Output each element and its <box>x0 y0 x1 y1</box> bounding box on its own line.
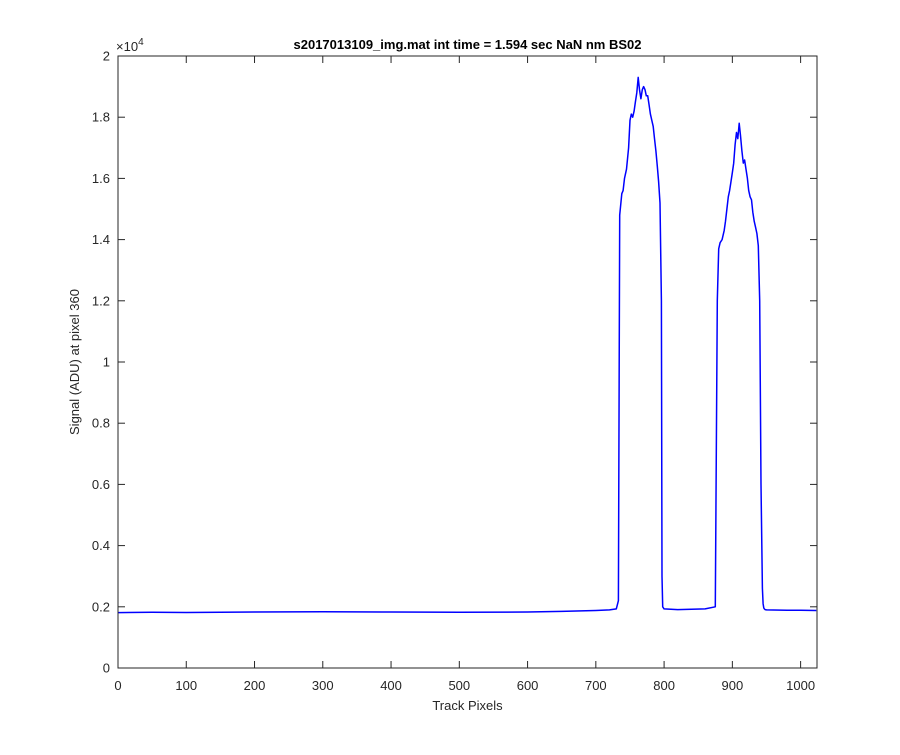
y-tick-label: 1 <box>103 355 110 370</box>
x-tick-label: 900 <box>722 678 744 693</box>
y-tick-label: 1.6 <box>92 171 110 186</box>
x-tick-label: 0 <box>114 678 121 693</box>
y-tick-label: 1.8 <box>92 110 110 125</box>
series-line-0 <box>117 76 817 614</box>
x-axis-label: Track Pixels <box>432 698 503 713</box>
y-tick-label: 0.8 <box>92 416 110 431</box>
x-tick-label: 500 <box>448 678 470 693</box>
y-exponent-label: ×104 <box>116 37 144 54</box>
chart-title: s2017013109_img.mat int time = 1.594 sec… <box>294 37 642 52</box>
x-tick-label: 700 <box>585 678 607 693</box>
ticks-layer: 0 100 200 300 400 500 600 700 800 900 1000 0 0.2 0.4 0… <box>92 49 817 693</box>
y-tick-label: 0 <box>103 661 110 676</box>
axes-box <box>117 55 818 669</box>
y-tick-label: 2 <box>103 49 110 64</box>
y-axis-label: Signal (ADU) at pixel 360 <box>67 289 82 435</box>
x-tick-label: 200 <box>244 678 266 693</box>
x-tick-label: 100 <box>175 678 197 693</box>
x-tick-label: 600 <box>517 678 539 693</box>
y-tick-label: 0.2 <box>92 599 110 614</box>
x-tick-label: 400 <box>380 678 402 693</box>
y-tick-label: 0.6 <box>92 477 110 492</box>
plot-area <box>118 56 817 668</box>
y-tick-label: 1.2 <box>92 293 110 308</box>
y-tick-label: 0.4 <box>92 538 110 553</box>
x-tick-label: 1000 <box>786 678 815 693</box>
y-exponent-base: ×10 <box>116 39 138 54</box>
y-tick-label: 1.4 <box>92 232 110 247</box>
marks-layer <box>117 76 817 614</box>
y-exponent-power: 4 <box>138 37 144 48</box>
x-tick-label: 800 <box>653 678 675 693</box>
x-tick-label: 300 <box>312 678 334 693</box>
